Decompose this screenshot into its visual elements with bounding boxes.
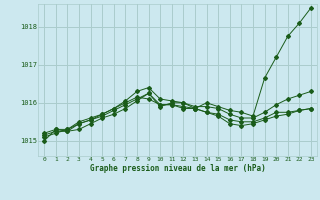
- X-axis label: Graphe pression niveau de la mer (hPa): Graphe pression niveau de la mer (hPa): [90, 164, 266, 173]
